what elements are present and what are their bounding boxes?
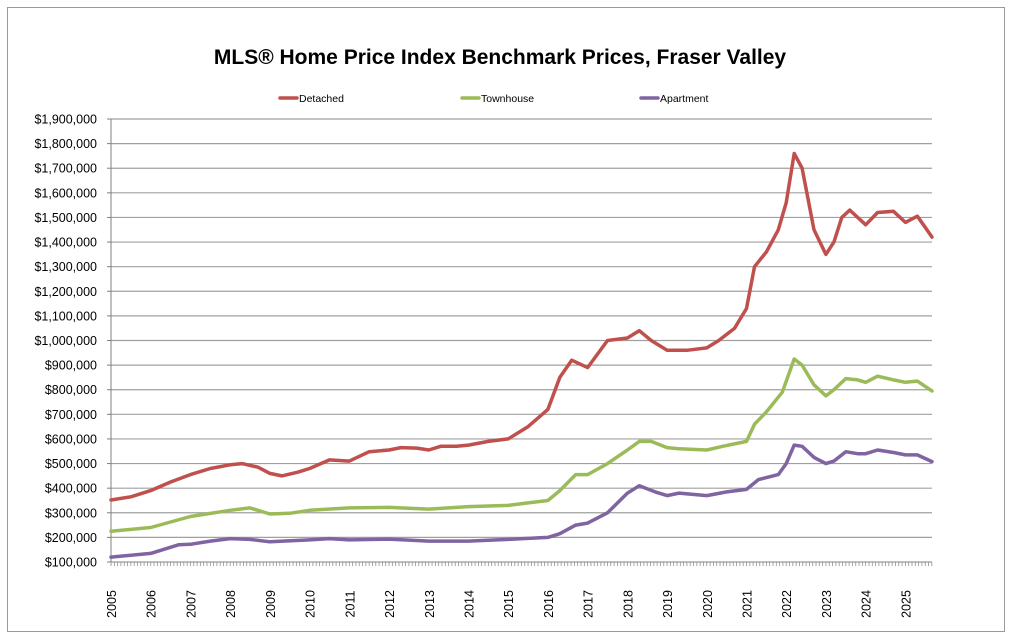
x-tick-label: 2005 <box>105 590 119 618</box>
y-tick-label: $400,000 <box>45 482 97 496</box>
y-tick-label: $1,000,000 <box>34 334 97 348</box>
x-tick-label: 2008 <box>224 590 238 618</box>
y-tick-label: $200,000 <box>45 531 97 545</box>
y-tick-label: $1,900,000 <box>34 113 97 127</box>
legend-label-apartment: Apartment <box>660 93 709 105</box>
y-tick-label: $1,500,000 <box>34 211 97 225</box>
chart-title: MLS® Home Price Index Benchmark Prices, … <box>214 46 787 69</box>
series-line-townhouse <box>109 357 934 533</box>
x-tick-label: 2016 <box>542 590 556 618</box>
y-tick-label: $1,400,000 <box>34 236 97 250</box>
x-tick-label: 2025 <box>899 590 913 618</box>
axes: $100,000 $200,000 $300,000 $400,000 $500,000… <box>34 113 933 618</box>
y-tick-label: $1,600,000 <box>34 186 97 200</box>
y-tick-label: $700,000 <box>45 408 97 422</box>
x-tick-label: 2019 <box>661 590 675 618</box>
y-tick-label: $800,000 <box>45 383 97 397</box>
legend: Detached Townhouse Apartment <box>278 93 709 105</box>
x-tick-label: 2012 <box>383 590 397 618</box>
x-tick-label: 2022 <box>780 590 794 618</box>
y-tick-label: $100,000 <box>45 556 97 570</box>
x-tick-label: 2011 <box>343 591 357 618</box>
x-tick-label: 2024 <box>860 590 874 618</box>
x-tick-label: 2010 <box>304 590 318 618</box>
y-tick-label: $1,800,000 <box>34 137 97 151</box>
y-tick-label: $600,000 <box>45 432 97 446</box>
legend-label-detached: Detached <box>299 93 344 105</box>
x-tick-label: 2021 <box>741 590 755 618</box>
y-tick-label: $300,000 <box>45 506 97 520</box>
y-tick-label: $1,300,000 <box>34 260 97 274</box>
legend-label-townhouse: Townhouse <box>481 93 534 105</box>
x-tick-label: 2007 <box>184 590 198 618</box>
y-tick-label: $1,100,000 <box>34 309 97 323</box>
y-tick-label: $1,200,000 <box>34 285 97 299</box>
chart-frame <box>7 7 1005 632</box>
x-tick-label: 2020 <box>701 590 715 618</box>
x-tick-label: 2023 <box>820 590 834 618</box>
x-tick-label: 2006 <box>145 590 159 618</box>
y-tick-label: $1,700,000 <box>34 162 97 176</box>
y-tick-label: $500,000 <box>45 457 97 471</box>
series-line-apartment <box>109 443 934 559</box>
x-tick-label: 2015 <box>502 590 516 618</box>
x-tick-label: 2013 <box>423 590 437 618</box>
x-tick-label: 2014 <box>462 590 476 618</box>
gridlines <box>111 118 932 538</box>
series-lines <box>109 151 934 559</box>
x-tick-label: 2018 <box>621 590 635 618</box>
y-tick-label: $900,000 <box>45 359 97 373</box>
series-line-detached <box>109 151 934 502</box>
x-tick-label: 2009 <box>264 590 278 618</box>
x-tick-label: 2017 <box>582 590 596 618</box>
